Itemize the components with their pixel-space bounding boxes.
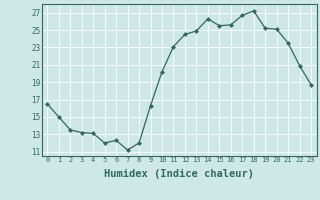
X-axis label: Humidex (Indice chaleur): Humidex (Indice chaleur) [104,169,254,179]
